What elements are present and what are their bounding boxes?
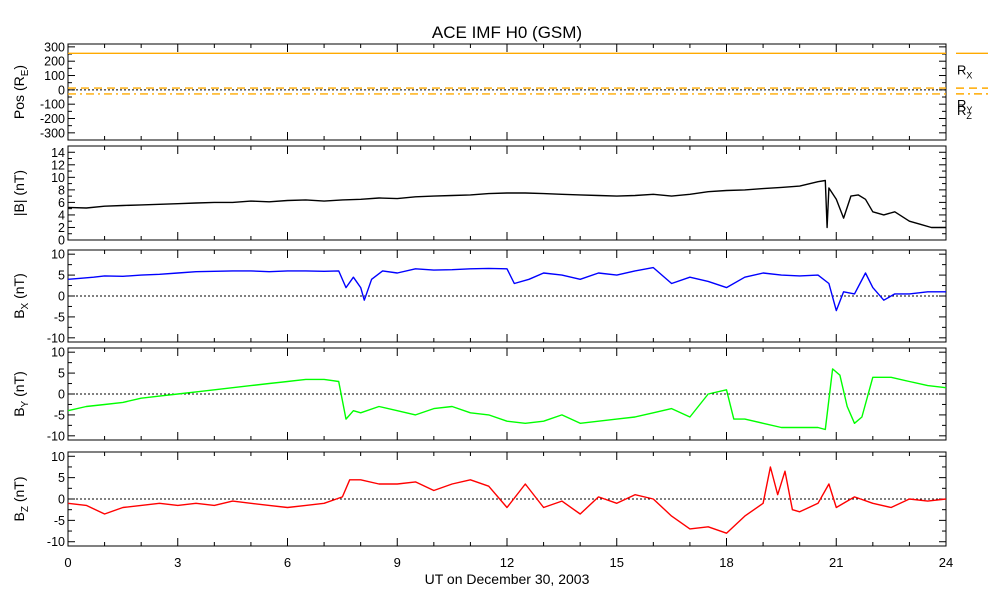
y-axis-label: BZ (nT): [11, 476, 31, 521]
y-axis-label-main: |B| (nT): [11, 170, 27, 216]
legend-label-sub: X: [966, 70, 972, 80]
y-tick-label: 8: [58, 183, 65, 197]
y-tick-label: 0: [58, 234, 65, 248]
y-tick-label: -200: [40, 112, 65, 126]
y-tick-label: 6: [58, 196, 65, 210]
y-tick-label: 5: [58, 471, 65, 485]
y-axis-label-sub: E: [20, 69, 31, 76]
series-line-bx: [67, 266, 946, 312]
legend-label-ry: RY: [957, 97, 972, 115]
x-tick-label: 18: [719, 555, 733, 570]
y-tick-label: -100: [40, 98, 65, 112]
panel-bz: 10 5 0 -5 -10 BZ (nT): [11, 450, 947, 549]
legend-label-main: R: [957, 97, 966, 112]
y-axis-label: Pos (RE): [11, 65, 31, 119]
y-tick-label: 5: [58, 367, 65, 381]
y-tick-label: 5: [58, 269, 65, 283]
panel-by: 10 5 0 -5 -10 BY (nT): [11, 346, 947, 443]
y-axis-label-sub: Y: [20, 400, 31, 407]
x-tick-label: 24: [939, 555, 953, 570]
legend-label-main: R: [957, 103, 966, 118]
series-line-btotal: [67, 179, 946, 229]
x-tick-label: 3: [174, 555, 181, 570]
series-line-bz: [67, 466, 947, 534]
y-axis-label-sub: Z: [20, 506, 31, 512]
y-tick-label: 100: [44, 69, 65, 83]
legend-label-sub: Z: [966, 111, 972, 121]
y-tick-label: -10: [47, 535, 65, 549]
y-tick-label: -5: [54, 310, 65, 324]
x-tick-label: 9: [394, 555, 401, 570]
x-axis: 0 3 6 9 12 15 18 21 24: [64, 555, 953, 570]
x-tick-label: 15: [610, 555, 624, 570]
y-axis-label-tail: (nT): [11, 476, 27, 506]
legend-label-main: R: [957, 62, 966, 77]
x-tick-label: 12: [500, 555, 514, 570]
x-tick-label: 21: [829, 555, 843, 570]
x-axis-label: UT on December 30, 2003: [425, 571, 590, 587]
y-tick-label: 10: [51, 346, 65, 360]
y-tick-label: 0: [58, 493, 65, 507]
legend-label-rx: RX: [957, 62, 972, 80]
y-axis-label: BY (nT): [11, 371, 31, 417]
y-tick-label: -5: [54, 408, 65, 422]
y-axis-label-tail: ): [11, 65, 27, 70]
y-axis-label: |B| (nT): [11, 170, 27, 216]
panel-frame: [67, 43, 947, 141]
y-tick-label: -10: [47, 331, 65, 345]
y-tick-label: -5: [54, 514, 65, 528]
y-axis-label-main: B: [11, 407, 27, 416]
panel-bx: 10 5 0 -5 -10 BX (nT): [11, 248, 947, 345]
panel-frame: [67, 249, 947, 343]
y-tick-label: -10: [47, 429, 65, 443]
series-line-by: [67, 368, 947, 431]
y-axis-label-main: B: [11, 512, 27, 521]
y-axis-label-tail: (nT): [11, 371, 27, 401]
y-tick-label: 12: [51, 158, 65, 172]
y-tick-label: 14: [51, 146, 65, 160]
y-axis-label-main: B: [11, 309, 27, 318]
y-axis-label-main: Pos (R: [11, 76, 27, 119]
y-tick-label: 200: [44, 55, 65, 69]
y-tick-label: 10: [51, 171, 65, 185]
chart-title: ACE IMF H0 (GSM): [432, 23, 582, 42]
y-axis-label-sub: X: [20, 302, 31, 309]
y-tick-label: 4: [58, 208, 65, 222]
y-tick-label: 300: [44, 40, 65, 54]
y-tick-label: 10: [51, 450, 65, 464]
y-tick-label: 0: [58, 388, 65, 402]
panel-frame: [67, 347, 947, 441]
y-axis-label: BX (nT): [11, 273, 31, 319]
x-tick-label: 0: [64, 555, 71, 570]
y-tick-label: 10: [51, 248, 65, 262]
y-axis-label-tail: (nT): [11, 273, 27, 303]
y-tick-label: 0: [58, 83, 65, 97]
legend-label-rz: RZ: [957, 103, 972, 121]
legend-label-sub: Y: [966, 105, 972, 115]
panel-frame: [67, 451, 947, 547]
x-tick-label: 6: [284, 555, 291, 570]
y-tick-label: 0: [58, 290, 65, 304]
y-tick-label: 2: [58, 221, 65, 235]
y-tick-label: -300: [40, 126, 65, 140]
